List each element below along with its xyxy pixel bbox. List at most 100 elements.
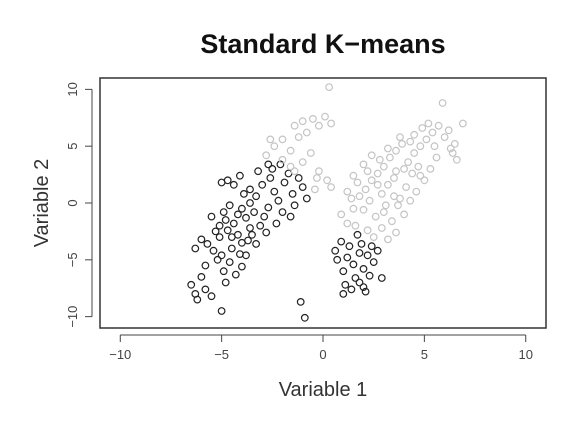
data-point (351, 221, 360, 230)
data-point (365, 271, 374, 280)
data-point (452, 155, 461, 164)
data-point (294, 174, 303, 182)
data-point (353, 230, 362, 239)
data-point (266, 174, 275, 182)
data-point (248, 230, 256, 239)
data-point (201, 261, 210, 270)
x-tick-label: −10 (109, 347, 131, 362)
data-point (256, 221, 265, 230)
data-point (225, 201, 234, 210)
data-point (233, 210, 242, 219)
data-point (239, 189, 248, 198)
data-point (242, 213, 250, 222)
data-point (246, 199, 254, 207)
data-point (396, 133, 404, 142)
plot-frame (99, 77, 547, 329)
data-point (408, 169, 417, 178)
x-tick-label: −5 (214, 347, 229, 362)
data-point (422, 135, 431, 144)
data-point (343, 253, 352, 262)
x-tick-label: 10 (518, 347, 532, 362)
data-point (367, 151, 376, 160)
data-point (369, 258, 378, 267)
data-point (286, 162, 295, 171)
data-point (349, 260, 358, 269)
data-point (448, 149, 457, 157)
data-point (392, 146, 400, 155)
data-point (373, 246, 382, 255)
data-point (388, 217, 396, 226)
data-point (357, 239, 366, 248)
data-point (359, 265, 368, 273)
data-point (290, 201, 299, 210)
data-point (347, 285, 356, 294)
data-point (274, 196, 283, 205)
data-point (313, 174, 321, 182)
data-point (315, 121, 323, 130)
y-tick-label: 0 (65, 199, 80, 206)
data-point (229, 180, 238, 189)
data-point (369, 233, 378, 242)
data-point (187, 280, 196, 289)
x-axis: −10 −5 0 5 10 (109, 334, 533, 362)
data-point (262, 228, 271, 237)
data-point (333, 255, 342, 264)
data-point (280, 178, 289, 187)
data-point (242, 251, 250, 260)
data-point (302, 194, 311, 203)
data-point (337, 237, 346, 246)
data-point (302, 128, 311, 137)
data-point (219, 208, 228, 217)
data-point (343, 219, 352, 228)
data-point (384, 144, 392, 153)
data-point (197, 273, 206, 281)
data-point (410, 149, 419, 157)
data-point (381, 201, 390, 210)
data-point (373, 180, 382, 189)
data-point (237, 204, 246, 213)
data-point (375, 155, 384, 164)
data-point (359, 205, 368, 214)
data-point (221, 278, 230, 287)
data-point (392, 167, 400, 176)
data-point (217, 307, 226, 315)
data-point (377, 189, 386, 198)
data-point (327, 119, 336, 128)
data-point (416, 142, 425, 151)
data-point (246, 224, 254, 232)
data-point (363, 167, 372, 176)
data-point (386, 153, 394, 162)
data-point (266, 135, 275, 144)
x-tick-label: 5 (421, 347, 428, 362)
data-point (349, 204, 358, 213)
data-point (229, 219, 238, 228)
data-point (404, 158, 413, 167)
data-point (367, 176, 376, 185)
data-point (379, 162, 388, 171)
data-point (298, 158, 307, 167)
data-point (345, 242, 354, 251)
data-point (237, 262, 246, 271)
data-point (219, 267, 228, 276)
data-point (207, 292, 216, 301)
data-point (262, 151, 271, 160)
x-tick-label: 0 (319, 347, 326, 362)
data-point (309, 114, 317, 123)
data-point (377, 274, 386, 282)
data-point (377, 224, 386, 232)
data-point (252, 239, 261, 248)
data-point (359, 160, 368, 169)
data-point (418, 124, 427, 132)
data-point (355, 249, 364, 257)
data-point (278, 208, 287, 217)
data-point (250, 208, 259, 217)
data-point (459, 119, 467, 128)
data-points (187, 83, 467, 322)
data-point (298, 117, 307, 126)
y-axis-label: Variable 2 (31, 159, 53, 248)
data-point (359, 283, 368, 292)
y-tick-label: −5 (65, 252, 80, 267)
data-point (270, 187, 279, 196)
data-point (428, 128, 437, 137)
